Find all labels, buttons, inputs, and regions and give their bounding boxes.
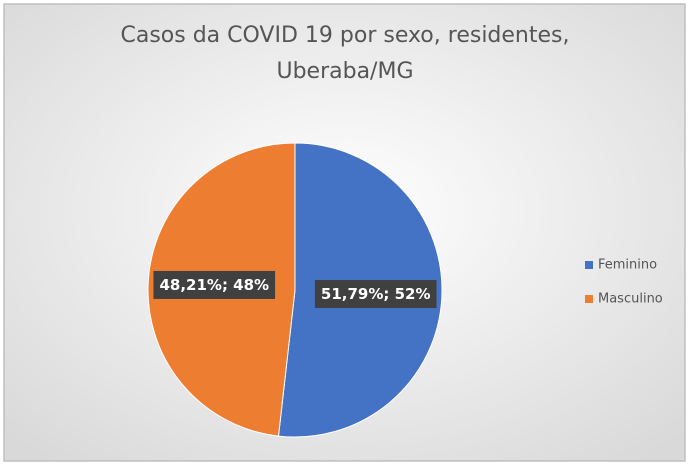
- data-label-box: [153, 270, 276, 299]
- chart-title: Casos da COVID 19 por sexo, residentes, …: [120, 23, 570, 84]
- legend-swatch: [585, 261, 593, 269]
- data-label: 48,21%; 48%: [159, 276, 269, 294]
- legend-label: Feminino: [598, 258, 657, 273]
- legend-label: Masculino: [598, 292, 663, 307]
- data-label: 51,79%; 52%: [321, 285, 431, 303]
- legend-swatch: [585, 295, 593, 303]
- data-label-box: [314, 280, 437, 309]
